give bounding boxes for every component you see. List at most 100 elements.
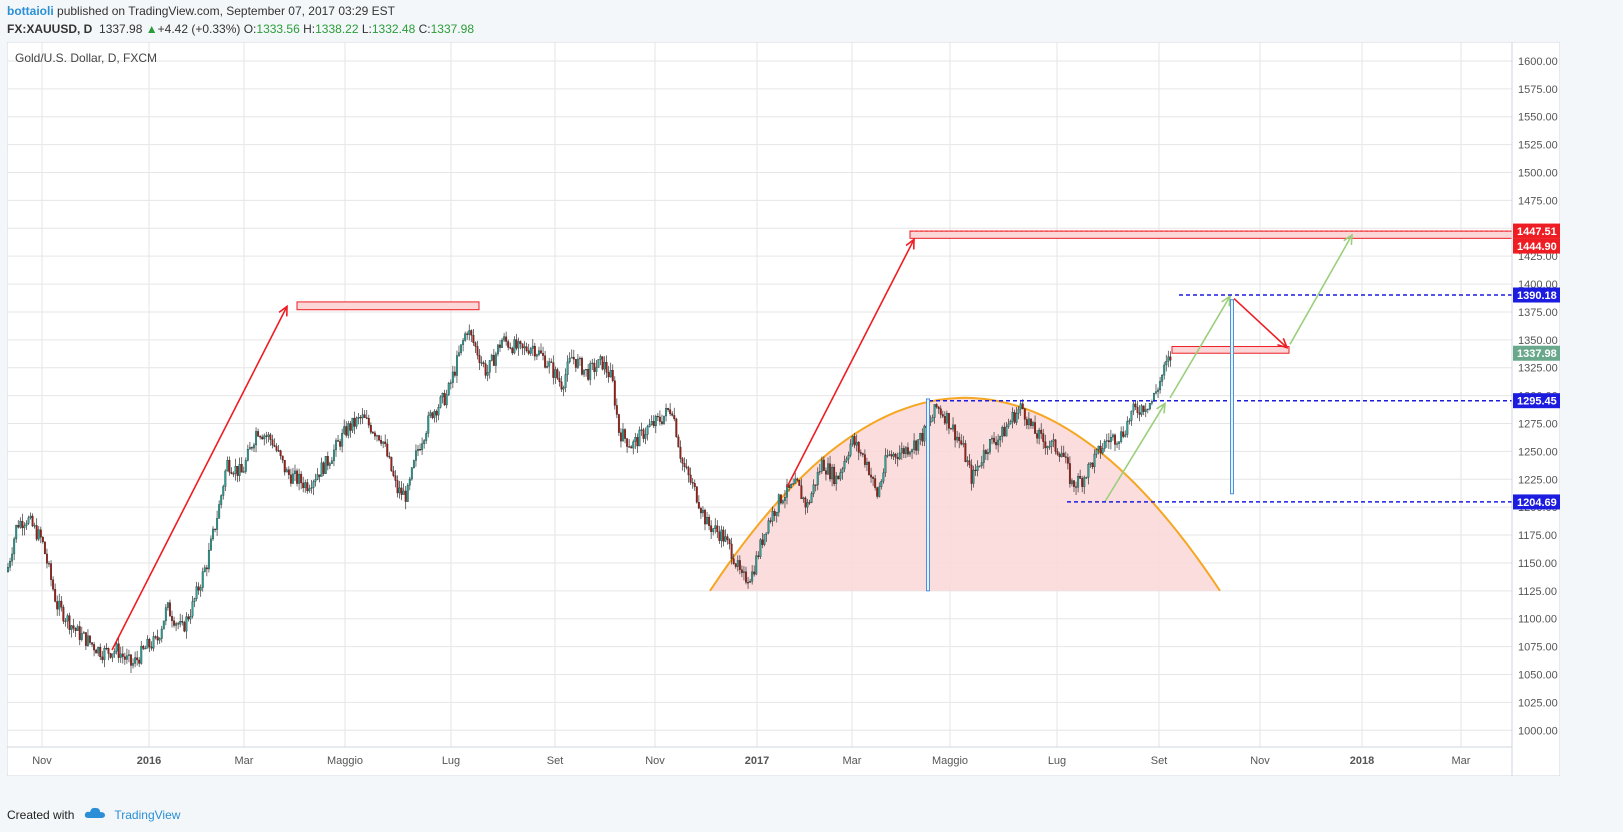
candle-body	[1021, 403, 1024, 409]
chart-frame[interactable]: 1000.00 1025.00 1050.00 1075.00 1100.00 1125.…	[6, 41, 1561, 777]
publish-line: bottaioli published on TradingView.com, …	[7, 2, 474, 20]
candle-body	[76, 626, 79, 631]
candle-body	[376, 435, 378, 437]
candle-body	[966, 460, 969, 462]
candle-body	[216, 518, 219, 530]
candle-body	[128, 654, 130, 656]
candle-body	[527, 350, 530, 354]
candle-body	[997, 439, 1000, 446]
candle-body	[201, 571, 204, 588]
candle-body	[1071, 480, 1073, 484]
y-tick-label: 1100.00	[1518, 614, 1557, 626]
candle-body	[722, 529, 725, 542]
candle-body	[103, 647, 106, 660]
candle-body	[357, 417, 360, 419]
author-link[interactable]: bottaioli	[7, 4, 54, 18]
candle-body	[644, 434, 647, 439]
candle-body	[622, 429, 624, 442]
candle-body	[851, 436, 854, 445]
candle-body	[275, 446, 278, 451]
time-axis[interactable]: Nov 2016 Mar Maggio Lug Set Nov 2017 Mar Maggio Lu…	[32, 755, 1471, 767]
candle-body	[134, 657, 137, 664]
candle-body	[144, 648, 147, 650]
candle-body	[734, 563, 737, 567]
candle-body	[995, 442, 998, 446]
candle-body	[806, 502, 809, 508]
candle-body	[361, 414, 364, 419]
candle-body	[13, 538, 16, 555]
candle-body	[46, 553, 48, 564]
candle-body	[1114, 434, 1116, 445]
price-chart[interactable]: 1000.00 1025.00 1050.00 1075.00 1100.00 1125.…	[6, 41, 1561, 777]
candle-body	[757, 555, 760, 557]
candle-body	[878, 486, 881, 497]
candle-body	[257, 431, 260, 437]
candle-body	[492, 355, 495, 366]
candle-body	[158, 638, 161, 641]
candle-body	[675, 418, 678, 438]
candle-body	[1130, 410, 1133, 421]
candle-body	[603, 362, 606, 370]
candle-body	[371, 432, 374, 434]
candle-body	[464, 333, 467, 341]
candle-body	[974, 469, 977, 471]
candle-body	[624, 429, 627, 439]
candle-body	[859, 452, 862, 454]
candle-body	[558, 378, 561, 382]
candle-body	[939, 408, 942, 415]
x-tick-label: Mar	[235, 755, 254, 767]
candle-body	[812, 484, 815, 494]
candle-body	[50, 563, 53, 580]
candle-body	[501, 339, 504, 348]
candle-body	[652, 421, 655, 427]
candle-body	[777, 494, 780, 513]
candle-body	[874, 478, 877, 488]
candle-body	[29, 515, 32, 519]
candle-body	[234, 466, 237, 474]
candle-body	[9, 561, 12, 568]
candle-body	[125, 655, 128, 660]
candle-body	[1112, 434, 1114, 438]
candle-body	[37, 529, 40, 540]
candle-body	[332, 449, 335, 461]
published-text: published on TradingView.com, September …	[57, 4, 396, 18]
candle-body	[825, 470, 827, 475]
close-label: C:	[418, 22, 431, 36]
candle-body	[1095, 449, 1098, 455]
candle-body	[441, 392, 444, 398]
candle-body	[962, 443, 965, 445]
candle-body	[1081, 478, 1084, 487]
candle-body	[1155, 391, 1157, 394]
candle-body	[915, 440, 918, 451]
candle-body	[984, 450, 987, 455]
candle-body	[250, 447, 253, 449]
candle-body	[1046, 446, 1049, 449]
tradingview-brand[interactable]: TradingView	[114, 807, 181, 822]
candle-body	[70, 625, 73, 630]
candle-body	[923, 425, 926, 442]
candle-body	[429, 412, 432, 416]
candle-body	[843, 461, 846, 470]
candle-body	[1023, 408, 1026, 420]
candle-body	[326, 456, 329, 466]
candle-body	[1040, 429, 1043, 434]
candle-body	[999, 436, 1002, 441]
candle-body	[1058, 454, 1061, 457]
candle-body	[773, 511, 776, 516]
candle-body	[583, 369, 586, 375]
tradingview-cloud-icon	[84, 806, 106, 823]
candle-body	[855, 442, 858, 446]
candle-body	[708, 517, 711, 526]
candle-body	[607, 372, 610, 378]
candle-body	[609, 370, 612, 378]
candle-body	[1165, 361, 1168, 366]
candle-body	[636, 437, 639, 447]
candle-body	[142, 646, 145, 649]
price-tag-label: 1444.90	[1517, 241, 1557, 253]
candle-body	[443, 392, 446, 406]
candle-body	[462, 340, 465, 345]
arrow-green-2	[1169, 295, 1231, 399]
candle-body	[769, 520, 772, 522]
candle-body	[790, 484, 793, 488]
candle-body	[724, 536, 727, 542]
